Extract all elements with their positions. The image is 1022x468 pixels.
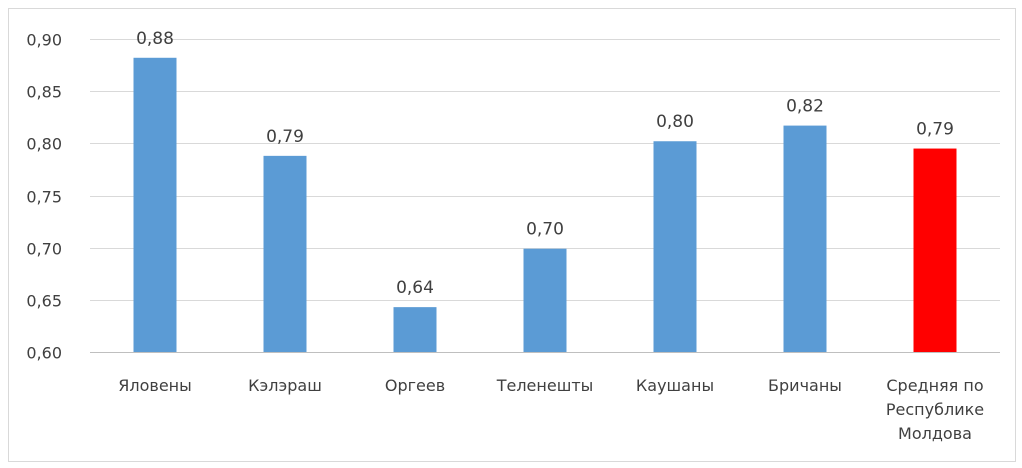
category-label-line: Молдова <box>898 424 972 443</box>
category-label: Теленешты <box>496 376 594 395</box>
data-labels: 0,88 0,79 0,64 0,70 0,80 0,82 0,79 <box>136 29 954 298</box>
y-tick-label: 0,60 <box>26 344 62 363</box>
category-label: Каушаны <box>636 376 714 395</box>
y-tick-label: 0,90 <box>26 31 62 50</box>
bar <box>913 148 957 352</box>
category-label: Яловены <box>118 376 192 395</box>
bar <box>653 141 697 352</box>
bars <box>133 57 957 352</box>
y-tick-label: 0,80 <box>26 135 62 154</box>
data-label: 0,79 <box>916 120 954 140</box>
category-label-line: Республике <box>886 400 984 419</box>
data-label: 0,80 <box>656 112 694 132</box>
category-label-line: Оргеев <box>385 376 445 395</box>
bar <box>263 155 307 352</box>
category-label-line: Теленешты <box>496 376 594 395</box>
gridlines <box>90 39 1000 353</box>
y-tick-label: 0,65 <box>26 292 62 311</box>
data-label: 0,70 <box>526 220 564 240</box>
x-axis-category-labels: Яловены Кэлэраш Оргеев Теленешты Каушаны Брич… <box>118 376 984 443</box>
bar <box>133 57 177 352</box>
bar <box>523 248 567 352</box>
y-tick-label: 0,85 <box>26 83 62 102</box>
y-tick-label: 0,75 <box>26 188 62 207</box>
category-label-line: Бричаны <box>768 376 842 395</box>
y-axis-tick-labels: 0,60 0,65 0,70 0,75 0,80 0,85 0,90 <box>26 31 62 363</box>
category-label-line: Кэлэраш <box>248 376 322 395</box>
category-label: Оргеев <box>385 376 445 395</box>
bar <box>393 307 437 352</box>
category-label-line: Каушаны <box>636 376 714 395</box>
category-label: Бричаны <box>768 376 842 395</box>
data-label: 0,82 <box>786 97 824 117</box>
data-label: 0,79 <box>266 127 304 147</box>
chart-frame <box>8 8 1016 462</box>
data-label: 0,64 <box>396 278 434 298</box>
category-label-line: Средняя по <box>886 376 983 395</box>
data-label: 0,88 <box>136 29 174 49</box>
bar <box>783 125 827 352</box>
category-label-line: Яловены <box>118 376 192 395</box>
category-label: Средняя по Республике Молдова <box>886 376 984 443</box>
category-label: Кэлэраш <box>248 376 322 395</box>
y-tick-label: 0,70 <box>26 240 62 259</box>
